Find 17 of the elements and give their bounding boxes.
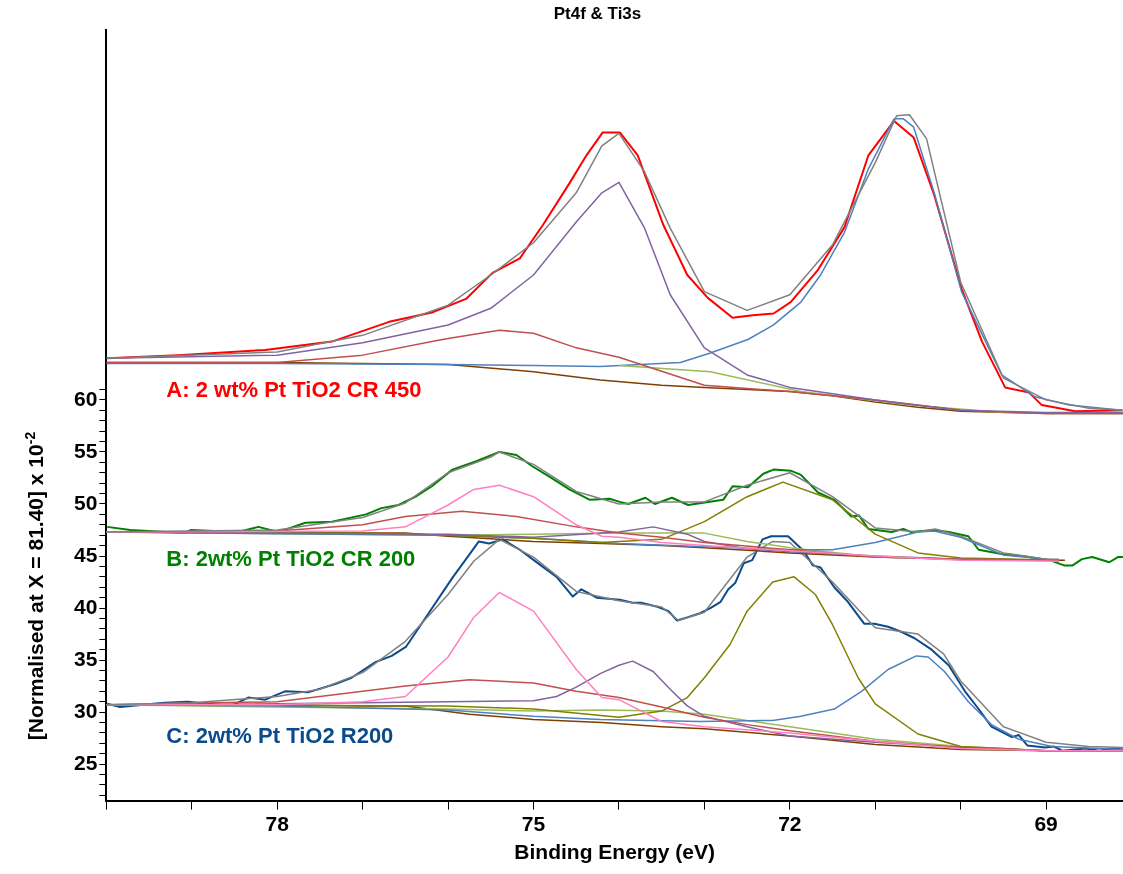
x-tick-label: 75 (521, 812, 546, 835)
y-tick-label: 50 (74, 490, 98, 514)
series-label: A: 2 wt% Pt TiO2 CR 450 (166, 377, 422, 403)
y-tick-label: 40 (74, 594, 98, 618)
y-tick-label: 60 (74, 386, 98, 410)
chart-title: Pt4f & Ti3s (553, 3, 642, 23)
x-axis-title: Binding Energy (eV) (514, 840, 716, 864)
x-tick-label: 78 (265, 812, 290, 835)
y-tick-label: 45 (74, 542, 98, 566)
y-tick-label: 25 (74, 750, 98, 774)
x-tick-label: 72 (778, 812, 802, 835)
series-label: C: 2wt% Pt TiO2 R200 (166, 722, 394, 748)
y-tick-label: 35 (74, 646, 98, 670)
y-tick-label: 55 (74, 438, 98, 462)
y-tick-label: 30 (74, 698, 98, 722)
x-tick-label: 69 (1034, 812, 1058, 835)
series-label: B: 2wt% Pt TiO2 CR 200 (166, 545, 416, 571)
